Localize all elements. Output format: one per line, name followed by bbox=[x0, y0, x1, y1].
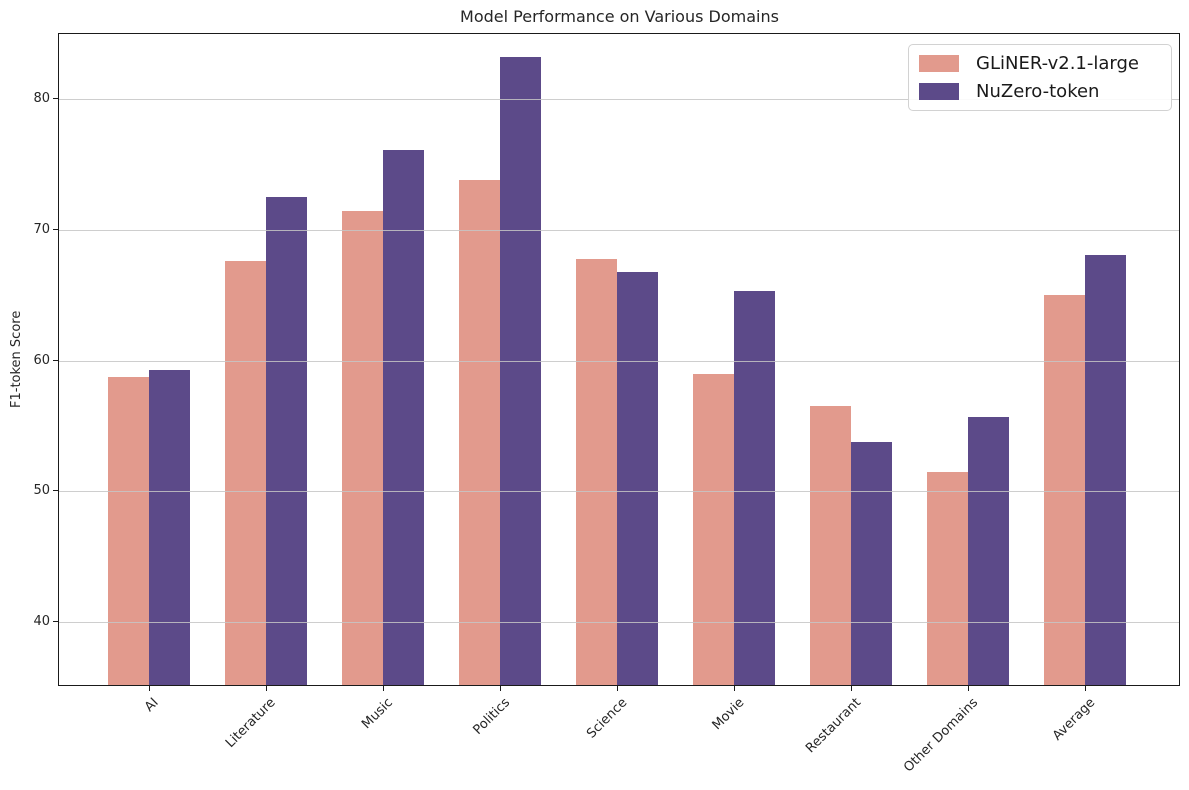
xtick-mark-Other Domains bbox=[968, 686, 969, 691]
xtick-mark-Average bbox=[1085, 686, 1086, 691]
xtick-label-Movie: Movie bbox=[709, 695, 747, 734]
xtick-mark-AI bbox=[149, 686, 150, 691]
xtick-mark-Restaurant bbox=[851, 686, 852, 691]
bar-GLiNER-v2.1-large-AI bbox=[108, 377, 149, 685]
xtick-label-Science: Science bbox=[583, 695, 630, 742]
bar-GLiNER-v2.1-large-Music bbox=[342, 211, 383, 685]
gridline-y-40 bbox=[59, 622, 1179, 623]
ytick-mark-50 bbox=[53, 490, 58, 491]
gridline-y-70 bbox=[59, 230, 1179, 231]
ytick-label-50: 50 bbox=[33, 483, 50, 498]
bar-NuZero-token-Science bbox=[617, 272, 658, 685]
xtick-mark-Movie bbox=[734, 686, 735, 691]
bar-NuZero-token-Politics bbox=[500, 57, 541, 685]
legend-swatch-series-1 bbox=[919, 83, 959, 100]
bar-NuZero-token-Literature bbox=[266, 197, 307, 685]
bar-GLiNER-v2.1-large-Restaurant bbox=[810, 406, 851, 685]
bar-GLiNER-v2.1-large-Literature bbox=[225, 261, 266, 685]
legend-swatch-series-0 bbox=[919, 55, 959, 72]
bar-NuZero-token-Other Domains bbox=[968, 417, 1009, 685]
chart-title: Model Performance on Various Domains bbox=[460, 7, 779, 26]
legend-entry: GLiNER-v2.1-large bbox=[919, 53, 1161, 74]
plot-area bbox=[58, 33, 1180, 686]
legend-entry: NuZero-token bbox=[919, 81, 1161, 102]
ytick-label-80: 80 bbox=[33, 91, 50, 106]
bar-GLiNER-v2.1-large-Average bbox=[1044, 295, 1085, 685]
ytick-label-40: 40 bbox=[33, 614, 50, 629]
ytick-label-60: 60 bbox=[33, 353, 50, 368]
xtick-label-Average: Average bbox=[1049, 695, 1098, 744]
bar-GLiNER-v2.1-large-Science bbox=[576, 259, 617, 685]
xtick-mark-Politics bbox=[500, 686, 501, 691]
xtick-label-AI: AI bbox=[142, 695, 162, 715]
xtick-label-Other Domains: Other Domains bbox=[900, 695, 981, 776]
ytick-mark-70 bbox=[53, 229, 58, 230]
bar-NuZero-token-AI bbox=[149, 370, 190, 685]
ytick-mark-60 bbox=[53, 360, 58, 361]
bar-NuZero-token-Music bbox=[383, 150, 424, 685]
xtick-label-Music: Music bbox=[359, 695, 396, 733]
bar-NuZero-token-Average bbox=[1085, 255, 1126, 685]
xtick-mark-Science bbox=[617, 686, 618, 691]
ytick-mark-40 bbox=[53, 621, 58, 622]
legend-label-series-0: GLiNER-v2.1-large bbox=[976, 53, 1139, 74]
legend-label-series-1: NuZero-token bbox=[976, 81, 1100, 102]
bar-NuZero-token-Restaurant bbox=[851, 442, 892, 685]
gridline-y-80 bbox=[59, 99, 1179, 100]
xtick-label-Literature: Literature bbox=[223, 695, 279, 751]
gridline-y-60 bbox=[59, 361, 1179, 362]
ytick-mark-80 bbox=[53, 98, 58, 99]
bar-GLiNER-v2.1-large-Politics bbox=[459, 180, 500, 685]
legend: GLiNER-v2.1-large NuZero-token bbox=[908, 44, 1172, 111]
xtick-label-Politics: Politics bbox=[470, 695, 513, 738]
xtick-mark-Music bbox=[383, 686, 384, 691]
bar-NuZero-token-Movie bbox=[734, 291, 775, 685]
bar-GLiNER-v2.1-large-Movie bbox=[693, 374, 734, 685]
xtick-mark-Literature bbox=[266, 686, 267, 691]
ytick-label-70: 70 bbox=[33, 222, 50, 237]
bar-GLiNER-v2.1-large-Other Domains bbox=[927, 472, 968, 685]
gridline-y-50 bbox=[59, 491, 1179, 492]
xtick-label-Restaurant: Restaurant bbox=[802, 695, 864, 757]
